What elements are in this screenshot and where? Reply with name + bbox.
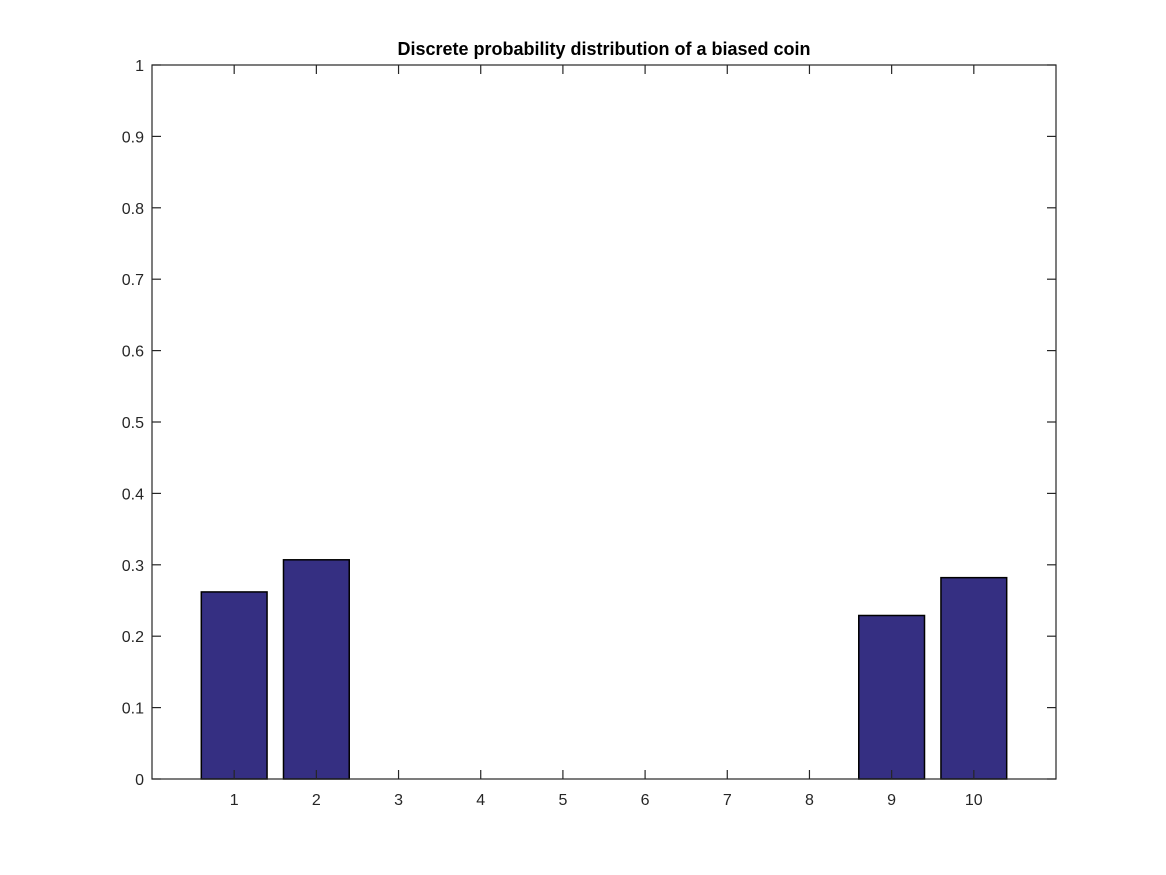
x-tick-label: 7 xyxy=(723,792,732,809)
y-tick-label: 0.5 xyxy=(122,415,144,432)
x-tick-label: 9 xyxy=(887,792,896,809)
y-tick-label: 0.9 xyxy=(122,129,144,146)
axes-group: 0 0.1 0.2 0.3 0.4 0.5 0.6 0.7 0.8 0.9 1 1 2 3 4 5 6 7 8 9 10 xyxy=(122,58,1057,809)
x-tick-label: 8 xyxy=(805,792,814,809)
bar-9 xyxy=(858,614,926,780)
x-tick-label: 3 xyxy=(394,792,403,809)
bar-1 xyxy=(200,591,268,780)
y-tick-label: 0.1 xyxy=(122,701,144,718)
x-tick-label: 1 xyxy=(230,792,239,809)
x-tick-label: 4 xyxy=(476,792,485,809)
y-tick-label: 0.6 xyxy=(122,344,144,361)
x-tick-label: 2 xyxy=(312,792,321,809)
bars-group xyxy=(200,559,1008,780)
y-tick-label: 0 xyxy=(135,772,144,789)
y-tick-label: 1 xyxy=(135,58,144,75)
chart-title: Discrete probability distribution of a b… xyxy=(397,39,810,59)
y-tick-label: 0.7 xyxy=(122,272,144,289)
y-tick-label: 0.2 xyxy=(122,629,144,646)
y-tick-label: 0.3 xyxy=(122,558,144,575)
x-tick-label: 10 xyxy=(965,792,983,809)
bar-2 xyxy=(282,559,350,780)
y-tick-label: 0.8 xyxy=(122,201,144,218)
bar-10 xyxy=(940,576,1008,780)
y-tick-label: 0.4 xyxy=(122,486,144,503)
x-tick-label: 5 xyxy=(558,792,567,809)
x-tick-label: 6 xyxy=(641,792,650,809)
